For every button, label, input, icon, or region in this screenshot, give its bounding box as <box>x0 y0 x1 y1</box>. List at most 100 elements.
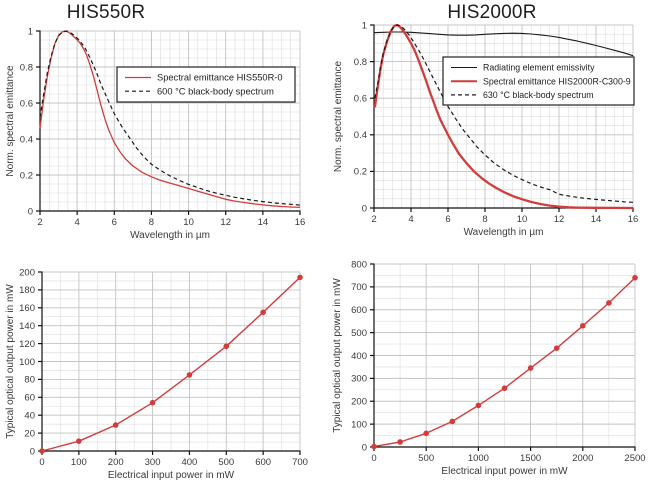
y-tick-label: 0.4 <box>20 134 33 145</box>
y-tick-label: 0.2 <box>20 170 33 181</box>
y-tick-label: 0.8 <box>20 62 33 73</box>
y-tick-label: 60 <box>24 393 35 404</box>
y-tick-label: 1 <box>362 20 367 31</box>
data-point-marker <box>186 372 193 378</box>
y-axis-label: Typical optical output power in mW <box>5 284 16 439</box>
x-tick-label: 2 <box>37 217 42 228</box>
series-line-600-c-black-body-spectrum <box>39 30 301 206</box>
y-tick-label: 0.4 <box>354 130 367 141</box>
y-tick-label: 140 <box>19 321 35 332</box>
y-axis-label: Norm. spectral emittance <box>333 60 344 172</box>
legend-entry-label: Spectral emittance HIS2000R-C300-9 <box>483 76 631 86</box>
y-tick-label: 100 <box>19 357 35 368</box>
y-tick-label: 400 <box>351 351 367 362</box>
data-point-marker <box>449 418 456 425</box>
x-tick-label: 16 <box>295 217 306 228</box>
x-tick-label: 10 <box>183 217 194 228</box>
x-tick-label: 10 <box>517 214 528 225</box>
x-axis-label: Electrical input power in mW <box>441 466 568 477</box>
chart-title-his550r: HIS550R <box>66 2 146 23</box>
major-grid <box>39 30 301 212</box>
legend-entry-label: Spectral emittance HIS550R-0 <box>157 73 283 83</box>
tick-labels: 0 500 1000 1500 2000 2500 0 100 200 300 400 500 600 7… <box>351 259 645 464</box>
y-tick-label: 0.8 <box>354 57 367 68</box>
data-point-marker <box>260 309 266 316</box>
axes <box>370 263 636 451</box>
tick-labels: 2 4 6 8 10 12 14 16 0 0.2 0.4 0.6 0.8 1 <box>354 20 639 225</box>
x-tick-label: 600 <box>255 457 271 468</box>
his550r-spectrum-chart: 2 4 6 8 10 12 14 16 0 0.2 0.4 0.6 0.8 1 Wavelength in … <box>5 26 306 240</box>
x-tick-label: 8 <box>149 217 154 228</box>
data-point-marker <box>606 300 612 306</box>
x-tick-label: 1500 <box>520 453 541 464</box>
x-axis-label: Wavelength in µm <box>464 227 544 238</box>
x-tick-label: 300 <box>145 457 161 468</box>
y-tick-label: 800 <box>351 259 367 270</box>
x-tick-label: 6 <box>112 217 117 228</box>
y-tick-label: 700 <box>351 282 367 293</box>
x-tick-label: 12 <box>554 214 565 225</box>
y-tick-label: 160 <box>19 303 35 314</box>
data-point-marker <box>223 343 230 350</box>
x-axis-label: Wavelength in µm <box>130 230 210 240</box>
x-tick-label: 500 <box>218 457 234 468</box>
series-line-typical-optical-output-power <box>41 276 301 452</box>
y-tick-label: 0.6 <box>354 94 367 105</box>
legend-entry-label: 630 °C black-body spectrum <box>483 90 594 100</box>
series-line-630-c-black-body-spectrum <box>374 24 634 203</box>
y-tick-label: 0 <box>28 206 33 217</box>
y-tick-label: 80 <box>24 375 35 386</box>
data-point-marker <box>39 448 45 454</box>
y-tick-label: 0 <box>362 442 367 453</box>
y-tick-label: 0 <box>362 203 367 214</box>
y-axis-label: Norm. spectral emittance <box>5 65 16 177</box>
x-tick-label: 14 <box>258 217 269 228</box>
data-point-marker <box>397 439 403 445</box>
x-tick-label: 2500 <box>624 453 645 464</box>
x-tick-label: 200 <box>108 457 124 468</box>
y-tick-label: 120 <box>19 339 35 350</box>
x-tick-label: 1000 <box>468 453 489 464</box>
x-tick-label: 100 <box>71 457 87 468</box>
data-point-marker <box>76 438 82 444</box>
data-point-marker <box>423 430 429 437</box>
y-tick-label: 1 <box>28 26 33 37</box>
y-tick-label: 100 <box>351 419 367 430</box>
chart-title-his2000r: HIS2000R <box>447 2 537 23</box>
x-tick-label: 0 <box>39 457 44 468</box>
x-tick-label: 8 <box>482 214 487 225</box>
x-tick-label: 14 <box>591 214 602 225</box>
x-tick-label: 500 <box>418 453 434 464</box>
his2000r-spectrum-chart: 2 4 6 8 10 12 14 16 0 0.2 0.4 0.6 0.8 1 Wavelength in … <box>333 20 639 238</box>
minor-grid <box>39 30 301 212</box>
series-line-spectral-emittance-his2000r-c300-9 <box>373 23 634 210</box>
minor-grid <box>373 24 634 209</box>
y-axis-label: Typical optical output power in mW <box>332 278 343 433</box>
x-tick-label: 0 <box>371 453 376 464</box>
y-tick-label: 0.6 <box>20 98 33 109</box>
legend-entry-label: Radiating element emissivity <box>483 63 595 73</box>
data-point-marker <box>527 365 534 371</box>
series-line-radiating-element-emissivity <box>373 31 634 57</box>
y-tick-label: 300 <box>351 374 367 385</box>
legend-entry-label: 600 °C black-body spectrum <box>157 86 274 96</box>
legend-box <box>116 66 296 103</box>
tick-labels: 0 100 200 300 400 500 600 700 0 20 40 60 80 100 120 140… <box>19 267 308 468</box>
y-tick-label: 0 <box>30 446 35 457</box>
his550r-power-chart: 0 100 200 300 400 500 600 700 0 20 40 60 80 100 120 140… <box>5 267 308 481</box>
data-point-marker <box>553 345 560 351</box>
axes <box>36 30 301 215</box>
tick-labels: 2 4 6 8 10 12 14 16 0 0.2 0.4 0.6 0.8 1 <box>20 26 306 228</box>
y-tick-label: 200 <box>351 397 367 408</box>
y-tick-label: 600 <box>351 305 367 316</box>
x-tick-label: 2 <box>371 214 376 225</box>
data-point-marker <box>632 274 638 281</box>
data-point-marker <box>112 422 119 428</box>
data-point-marker <box>297 274 303 281</box>
y-tick-label: 20 <box>24 428 35 439</box>
y-tick-label: 200 <box>19 267 35 278</box>
y-tick-label: 180 <box>19 285 35 296</box>
y-tick-label: 0.2 <box>354 167 367 178</box>
x-tick-label: 2000 <box>572 453 593 464</box>
